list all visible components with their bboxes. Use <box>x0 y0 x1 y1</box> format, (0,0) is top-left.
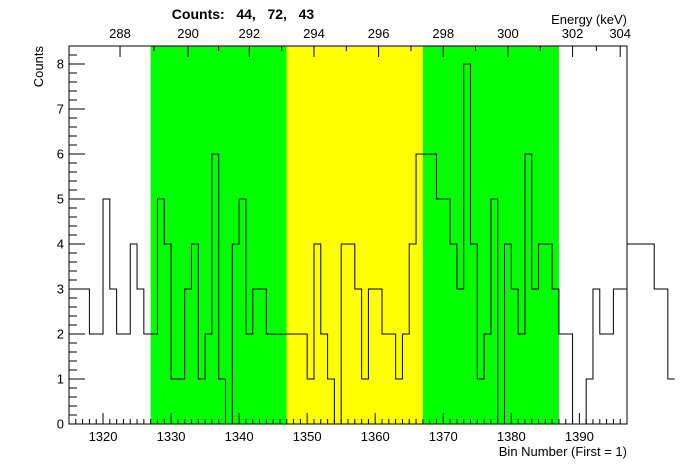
y-axis-title: Counts <box>31 46 46 88</box>
top-tick-label: 288 <box>109 26 131 41</box>
x-tick-label: 1390 <box>565 429 594 444</box>
y-tick-label: 0 <box>57 417 64 432</box>
y-tick-label: 3 <box>57 282 64 297</box>
top-axis: 288 290 292 294 296 298 300 302 304 <box>109 26 631 57</box>
top-tick-label: 294 <box>303 26 325 41</box>
y-tick-label: 2 <box>57 327 64 342</box>
left-axis: 0 1 2 3 4 5 6 7 8 <box>57 45 85 432</box>
y-tick-label: 6 <box>57 147 64 162</box>
region-peak <box>286 46 423 424</box>
top-tick-label: 302 <box>562 26 584 41</box>
bottom-axis: 1320 1330 1340 1350 1360 1370 1380 1390 <box>68 413 628 444</box>
y-tick-label: 1 <box>57 372 64 387</box>
top-tick-label: 292 <box>238 26 260 41</box>
x-tick-label: 1360 <box>361 429 390 444</box>
y-tick-label: 7 <box>57 102 64 117</box>
histogram-line <box>75 63 675 425</box>
x-tick-label: 1370 <box>429 429 458 444</box>
chart-title: Counts: 44, 72, 43 <box>172 6 315 22</box>
top-tick-label: 290 <box>177 26 199 41</box>
x-tick-label: 1380 <box>497 429 526 444</box>
x-tick-label: 1350 <box>293 429 322 444</box>
y-tick-label: 5 <box>57 192 64 207</box>
top-tick-label: 304 <box>609 26 631 41</box>
x-tick-label: 1340 <box>225 429 254 444</box>
y-tick-label: 4 <box>57 237 64 252</box>
x-tick-label: 1320 <box>89 429 118 444</box>
y-tick-label: 8 <box>57 57 64 72</box>
region-bands <box>150 46 559 424</box>
top-axis-title: Energy (keV) <box>551 12 627 27</box>
top-tick-label: 298 <box>432 26 454 41</box>
top-tick-label: 300 <box>497 26 519 41</box>
top-tick-label: 296 <box>368 26 390 41</box>
x-axis-title: Bin Number (First = 1) <box>499 444 627 459</box>
x-tick-label: 1330 <box>157 429 186 444</box>
